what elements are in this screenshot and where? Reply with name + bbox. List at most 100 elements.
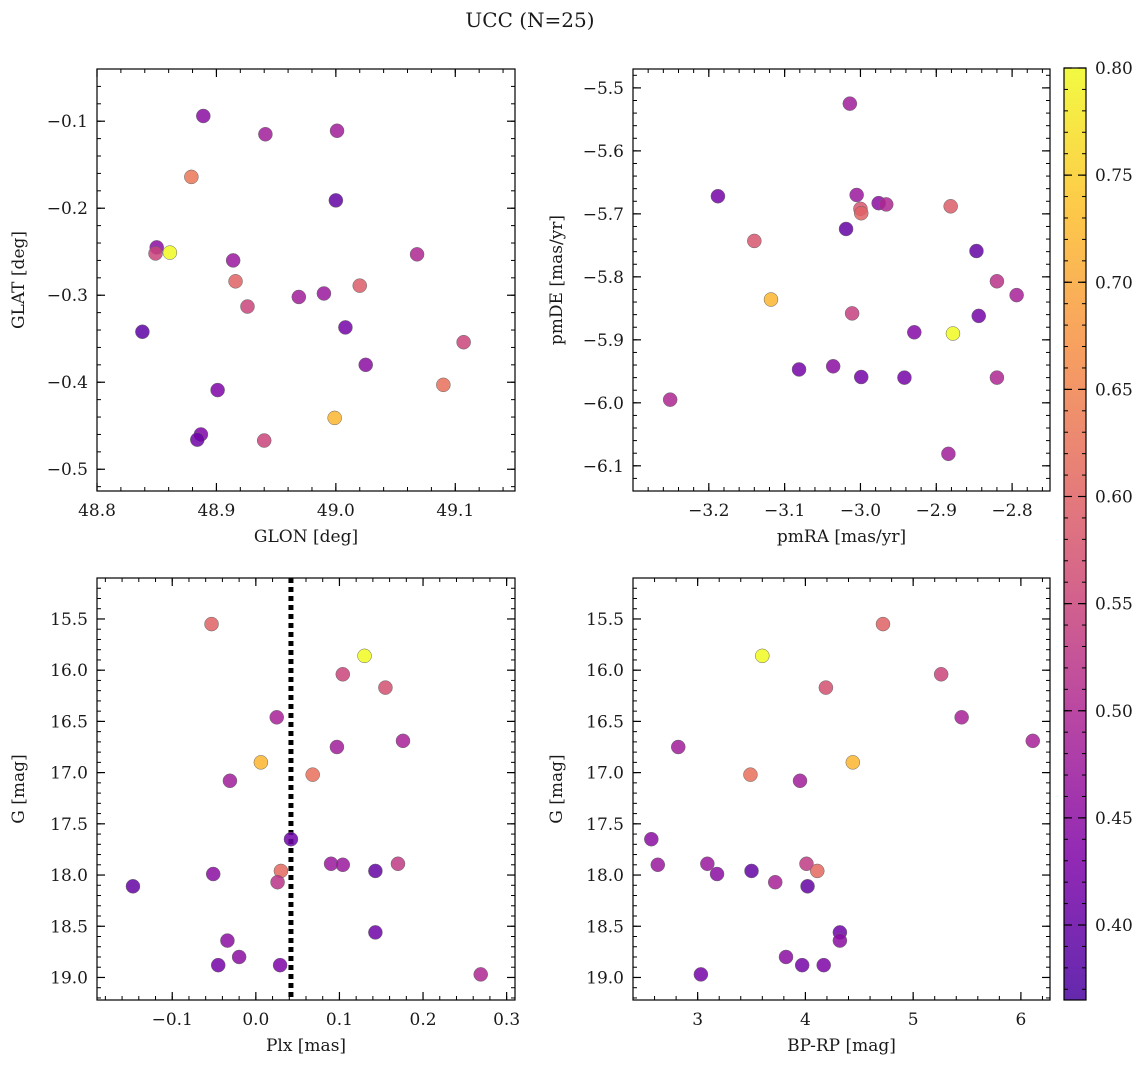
scatter-point — [845, 755, 861, 770]
scatter-point — [767, 874, 783, 890]
scatter-point — [897, 370, 912, 385]
scatter-point — [148, 246, 163, 261]
scatter-point — [943, 199, 958, 214]
scatter-point — [842, 96, 858, 111]
scatter-point — [338, 320, 353, 335]
scatter-point — [368, 925, 383, 940]
scatter-point — [190, 432, 205, 447]
scatter-point — [800, 879, 815, 894]
scatter-point — [744, 863, 759, 879]
scatter-point — [456, 334, 471, 350]
x-tick-label: −2.8 — [991, 501, 1032, 521]
scatter-point — [700, 856, 715, 872]
y-tick-label: 15.5 — [586, 610, 624, 630]
scatter-point — [838, 221, 854, 237]
colorbar-tick-label: 0.80 — [1095, 59, 1133, 79]
x-tick-label: 4 — [800, 1010, 811, 1030]
scatter-point — [799, 856, 814, 872]
scatter-point — [395, 733, 411, 749]
scatter-point — [878, 197, 894, 212]
scatter-point — [650, 857, 666, 873]
x-tick-label: 48.9 — [197, 501, 235, 521]
scatter-point — [662, 392, 678, 407]
panel-bprp-g: 3 4 5 6 15.5 16.0 16.5 17.0 17.5 18.0 18.5 19.0 BP-R… — [547, 577, 1051, 1056]
scatter-point — [291, 289, 307, 305]
colorbar-tick-label: 0.65 — [1095, 380, 1133, 400]
axes-frame — [96, 68, 516, 492]
y-tick-label: 16.5 — [586, 712, 624, 732]
scatter-point — [328, 193, 344, 208]
scatter-point — [125, 879, 141, 894]
y-tick-label: −6.1 — [583, 457, 624, 477]
axes-frame — [632, 577, 1051, 1001]
colorbar-tick-label: 0.45 — [1095, 809, 1133, 829]
y-tick-label: 18.5 — [50, 917, 88, 937]
scatter-point — [305, 767, 320, 782]
scatter-point — [272, 957, 288, 973]
y-tick-label: −5.8 — [583, 268, 624, 288]
x-tick-label: 6 — [1015, 1010, 1026, 1030]
scatter-point — [269, 710, 284, 725]
scatter-point — [409, 247, 425, 262]
scatter-point — [205, 866, 221, 882]
y-tick-label: −0.3 — [47, 286, 88, 306]
y-tick-label: 15.5 — [50, 610, 88, 630]
x-axis-label: Plx [mas] — [266, 1036, 346, 1056]
scatter-point — [253, 755, 269, 770]
scatter-point — [945, 326, 961, 341]
scatter-point — [228, 274, 243, 289]
scatter-point — [225, 253, 241, 268]
scatter-point — [258, 127, 273, 142]
y-tick-label: 17.0 — [586, 764, 624, 784]
scatter-point — [335, 857, 351, 873]
scatter-point — [357, 648, 372, 664]
scatter-point — [644, 831, 659, 847]
scatter-point — [710, 188, 726, 204]
y-tick-label: −5.9 — [583, 331, 624, 351]
scatter-point — [220, 933, 235, 948]
y-tick-label: 16.5 — [50, 712, 88, 732]
scatter-point — [853, 369, 869, 385]
scatter-point — [971, 308, 986, 324]
scatter-point — [240, 299, 255, 314]
scatter-point — [1025, 733, 1041, 749]
x-tick-label: −3.0 — [840, 501, 881, 521]
y-tick-label: 17.0 — [50, 764, 88, 784]
x-tick-label: −3.2 — [688, 501, 729, 521]
scatter-point — [818, 680, 834, 695]
colorbar-tick-label: 0.40 — [1095, 916, 1133, 936]
x-tick-label: 5 — [908, 1010, 919, 1030]
scatter-point — [875, 616, 891, 632]
scatter-point — [778, 949, 794, 965]
scatter-point — [256, 433, 272, 448]
scatter-point — [933, 667, 949, 682]
scatter-point — [335, 667, 351, 682]
y-axis-label: GLAT [deg] — [9, 231, 29, 329]
x-tick-label: 3 — [692, 1010, 703, 1030]
scatter-point — [825, 359, 841, 374]
scatter-point — [352, 278, 367, 293]
panel-glon-glat: 48.8 48.9 49.0 49.1 −0.1 −0.2 −0.3 −0.4 −0.5 GLON… — [9, 68, 516, 547]
y-axis-label: G [mag] — [547, 754, 567, 823]
scatter-point — [358, 357, 373, 373]
scatter-point — [196, 108, 211, 124]
y-tick-label: −5.5 — [583, 79, 624, 99]
scatter-point — [954, 710, 969, 725]
scatter-point — [794, 957, 810, 973]
y-tick-label: 17.5 — [586, 815, 624, 835]
y-tick-label: 19.0 — [50, 968, 88, 988]
y-tick-label: −0.2 — [47, 199, 88, 219]
scatter-point — [832, 933, 848, 948]
y-tick-label: −5.7 — [583, 205, 624, 225]
scatter-point — [755, 648, 770, 664]
x-tick-label: −0.1 — [152, 1010, 193, 1030]
scatter-point — [184, 169, 199, 185]
scatter-point — [316, 286, 332, 301]
scatter-point — [791, 362, 807, 377]
colorbar-frame — [1063, 67, 1087, 1001]
colorbar-tick-label: 0.75 — [1095, 166, 1133, 186]
colorbar-tick-label: 0.50 — [1095, 702, 1133, 722]
x-tick-label: 0.2 — [410, 1010, 437, 1030]
scatter-point — [671, 739, 686, 755]
